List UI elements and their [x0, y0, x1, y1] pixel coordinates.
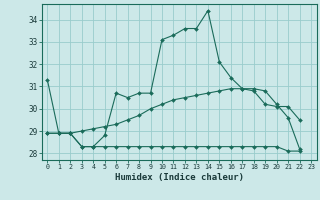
- X-axis label: Humidex (Indice chaleur): Humidex (Indice chaleur): [115, 173, 244, 182]
